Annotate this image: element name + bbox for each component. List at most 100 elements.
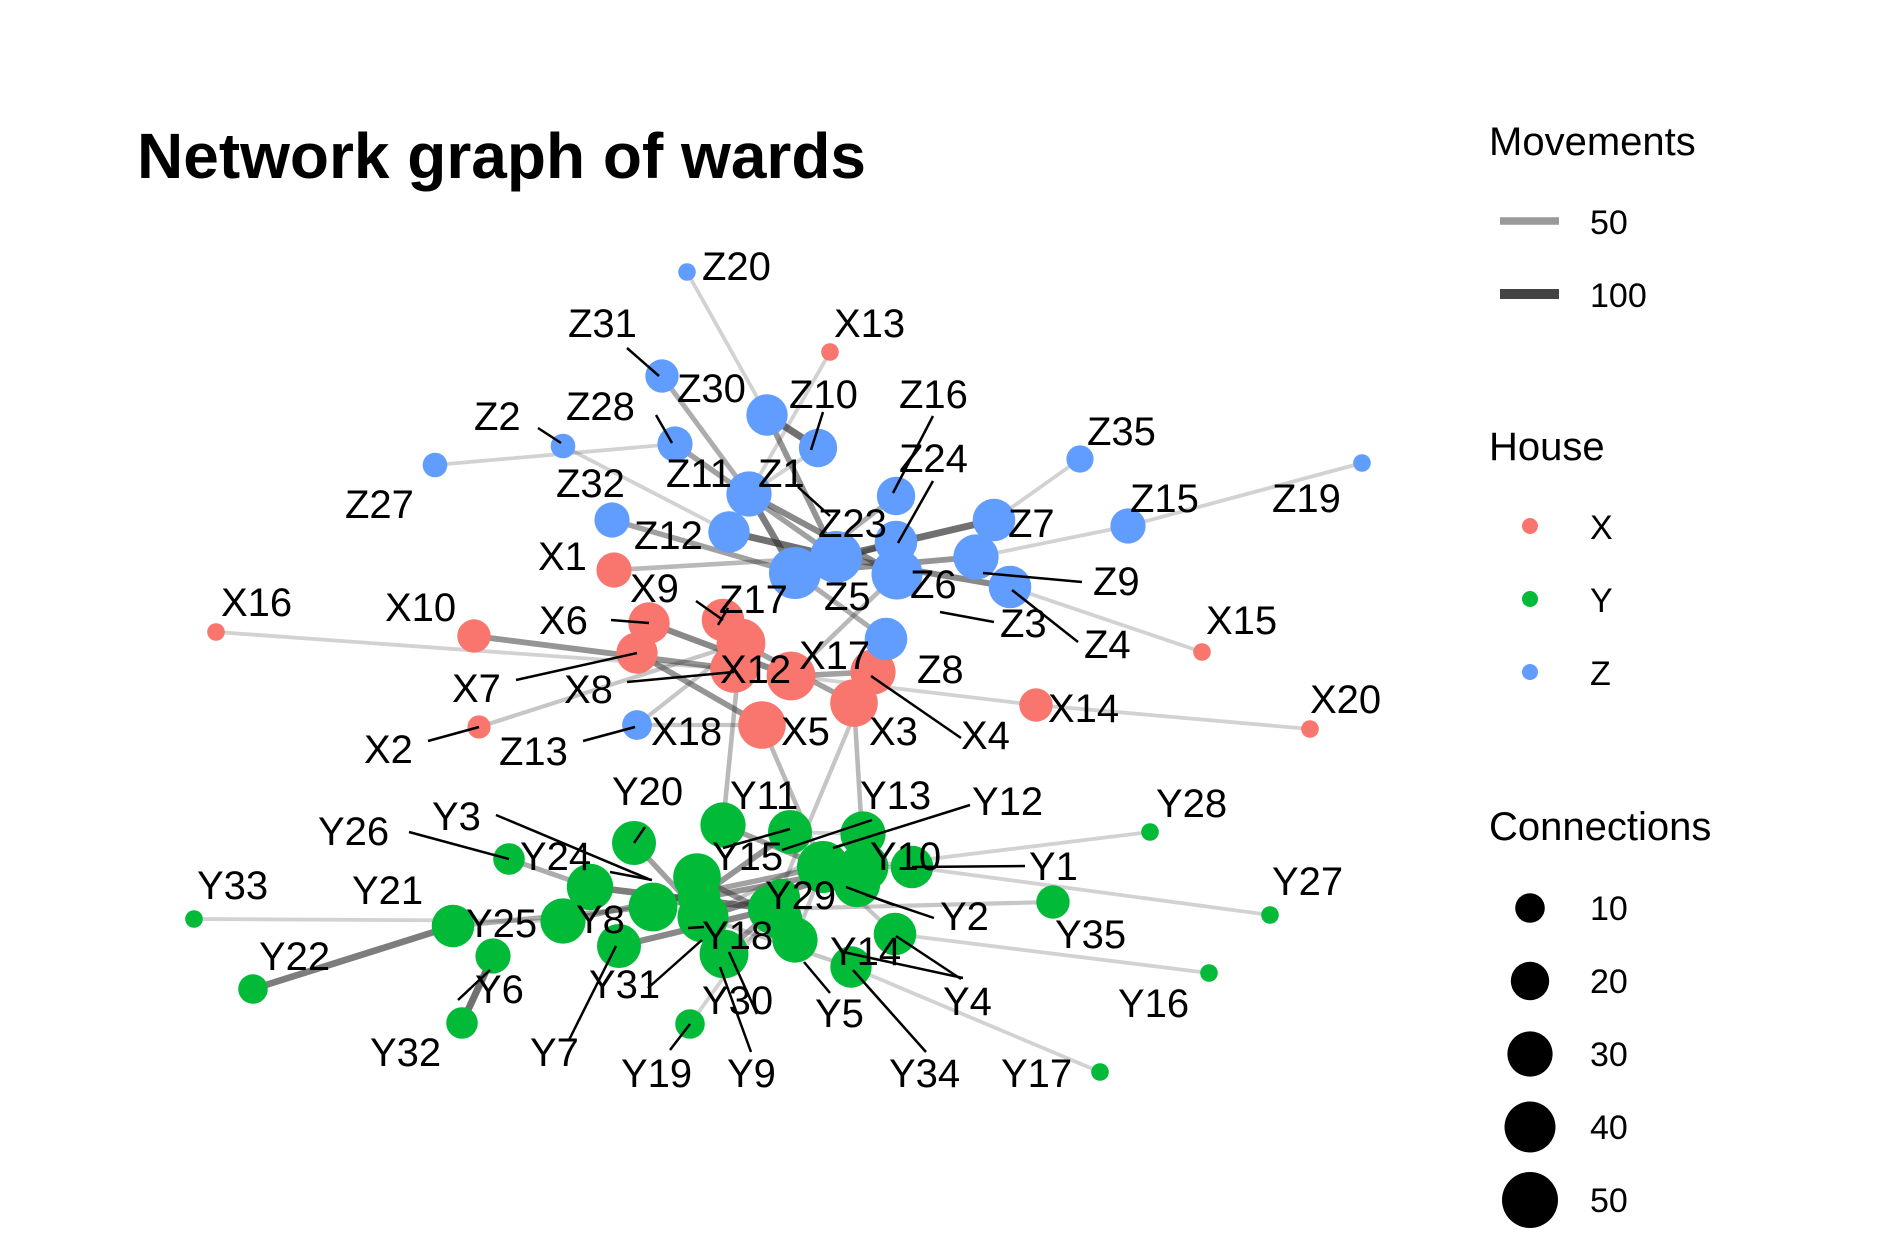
node-label-z8: Z8 <box>917 648 964 692</box>
leader-y7 <box>567 945 618 1041</box>
edge-Y33-Y25 <box>192 917 565 923</box>
legend-house-key-y <box>1522 591 1538 607</box>
leader-z13 <box>582 725 636 743</box>
legend-movements-label: 100 <box>1590 277 1647 315</box>
node-label-z3: Z3 <box>1000 602 1047 646</box>
node-label-x20: X20 <box>1310 678 1381 722</box>
node-y31 <box>677 875 721 919</box>
node-y4 <box>873 912 917 956</box>
edge-Z30-Z23 <box>764 412 839 560</box>
leader-y19 <box>669 1023 691 1051</box>
leader-y13 <box>781 818 873 852</box>
node-label-y19: Y19 <box>621 1052 692 1096</box>
legend-connections-label: 40 <box>1590 1109 1628 1147</box>
leader-y9 <box>718 966 753 1053</box>
node-z12 <box>708 511 750 553</box>
leader-y4 <box>895 934 962 981</box>
node-label-y31: Y31 <box>589 963 660 1007</box>
node-z11 <box>727 472 771 516</box>
node-label-z9: Z9 <box>1093 560 1140 604</box>
node-label-y35: Y35 <box>1055 913 1126 957</box>
node-label-x1: X1 <box>538 535 587 579</box>
leader-y34 <box>852 969 927 1053</box>
node-label-z1: Z1 <box>758 452 805 496</box>
node-label-x14: X14 <box>1048 687 1119 731</box>
edge-Y22-Y21 <box>249 922 457 993</box>
node-label-y29: Y29 <box>765 874 836 918</box>
leader-z10 <box>809 411 825 451</box>
node-label-z32: Z32 <box>556 462 625 506</box>
legend-movements-title: Movements <box>1489 120 1696 164</box>
leader-y20 <box>632 826 647 844</box>
node-label-y21: Y21 <box>352 869 423 913</box>
legend-connections-key <box>1507 1031 1553 1077</box>
edge-X2-X12 <box>476 640 744 730</box>
leader-z1 <box>797 486 831 517</box>
node-y25 <box>540 898 586 944</box>
node-label-x6: X6 <box>539 599 588 643</box>
leader-x7 <box>515 651 638 682</box>
node-x13 <box>821 343 839 361</box>
legend-house-key-x <box>1522 518 1538 534</box>
legend-connections-key <box>1504 1101 1556 1153</box>
node-label-y6: Y6 <box>475 968 524 1012</box>
leader-y14 <box>842 950 964 980</box>
node-label-z4: Z4 <box>1084 623 1131 667</box>
node-label-z10: Z10 <box>789 373 858 417</box>
leader-z3 <box>939 610 995 624</box>
node-label-y4: Y4 <box>943 980 992 1024</box>
edge-Y35-Y29 <box>770 899 1056 912</box>
edge-Z2-Z12 <box>561 444 731 534</box>
leader-z24 <box>896 480 935 544</box>
node-z19 <box>1353 454 1371 472</box>
node-label-x4: X4 <box>961 714 1010 758</box>
node-label-y9: Y9 <box>727 1052 776 1096</box>
node-label-x16: X16 <box>221 581 292 625</box>
node-label-x8: X8 <box>564 668 613 712</box>
node-y10 <box>839 842 889 892</box>
legend-house-title: House <box>1489 425 1605 469</box>
leader-z2 <box>537 426 562 445</box>
legend-connections: Connections 10 20 30 40 50 <box>1489 805 1711 1228</box>
leader-y1 <box>911 864 1026 869</box>
leader-x2 <box>427 725 480 743</box>
edge-Z31-Z11 <box>659 373 752 497</box>
leader-y12 <box>832 803 971 850</box>
legend-movements: Movements 50 100 <box>1489 120 1696 315</box>
edge-Y17-Y14 <box>849 965 1102 1074</box>
node-label-z19: Z19 <box>1272 477 1341 521</box>
edge-X15-Z3 <box>1008 585 1204 654</box>
leader-y5 <box>803 961 831 994</box>
node-label-z27: Z27 <box>345 483 414 527</box>
node-z10 <box>798 428 838 468</box>
leader-z4 <box>1011 589 1079 643</box>
node-z6 <box>871 548 923 600</box>
leader-y30 <box>727 951 759 1015</box>
node-x15 <box>1193 643 1211 661</box>
node-z8 <box>864 617 908 661</box>
node-label-y16: Y16 <box>1118 982 1189 1026</box>
leader-x17 <box>870 674 962 740</box>
node-label-z12: Z12 <box>634 514 703 558</box>
node-label-x7: X7 <box>452 667 501 711</box>
node-label-y2: Y2 <box>940 895 989 939</box>
node-x20 <box>1301 720 1319 738</box>
node-label-z13: Z13 <box>499 730 568 774</box>
node-x17 <box>766 651 816 701</box>
node-y28 <box>1141 823 1159 841</box>
node-y33 <box>185 910 203 928</box>
node-label-z20: Z20 <box>702 245 771 289</box>
node-label-y17: Y17 <box>1001 1052 1072 1096</box>
edge-Y27-Y1 <box>910 865 1272 917</box>
node-z16 <box>876 476 916 516</box>
node-label-y5: Y5 <box>815 992 864 1036</box>
node-label-y18: Y18 <box>702 914 773 958</box>
node-label-z16: Z16 <box>899 373 968 417</box>
node-x16 <box>207 623 225 641</box>
node-label-y24: Y24 <box>520 835 591 879</box>
node-label-y34: Y34 <box>889 1052 960 1096</box>
node-label-y11: Y11 <box>730 774 798 818</box>
node-label-z17: Z17 <box>719 578 788 622</box>
node-y17 <box>1091 1063 1109 1081</box>
node-z17 <box>769 547 821 599</box>
